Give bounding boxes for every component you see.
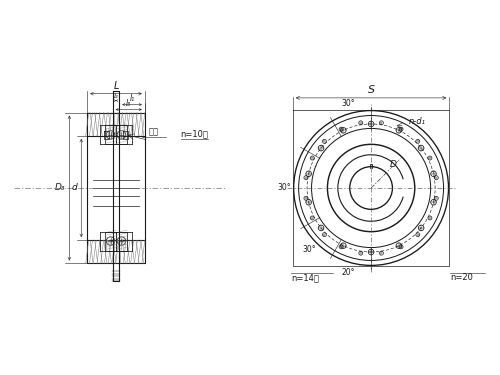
Text: D₃: D₃ — [55, 183, 66, 192]
Text: n=20: n=20 — [450, 273, 473, 282]
Text: n=14时: n=14时 — [291, 273, 319, 282]
Text: n=10时: n=10时 — [180, 129, 208, 138]
Text: n-d₁: n-d₁ — [409, 117, 426, 126]
Text: l₁: l₁ — [130, 94, 134, 103]
Text: l₂: l₂ — [114, 93, 118, 99]
Text: L: L — [114, 81, 118, 91]
Text: 30°: 30° — [277, 183, 290, 192]
Text: d: d — [72, 183, 78, 192]
Text: 20°: 20° — [342, 268, 355, 277]
Text: 油杯: 油杯 — [148, 128, 158, 136]
Text: 30°: 30° — [302, 245, 316, 254]
Text: 30°: 30° — [342, 99, 355, 108]
Text: l₃: l₃ — [126, 99, 132, 108]
Text: S: S — [368, 85, 374, 95]
Text: D: D — [390, 160, 397, 169]
